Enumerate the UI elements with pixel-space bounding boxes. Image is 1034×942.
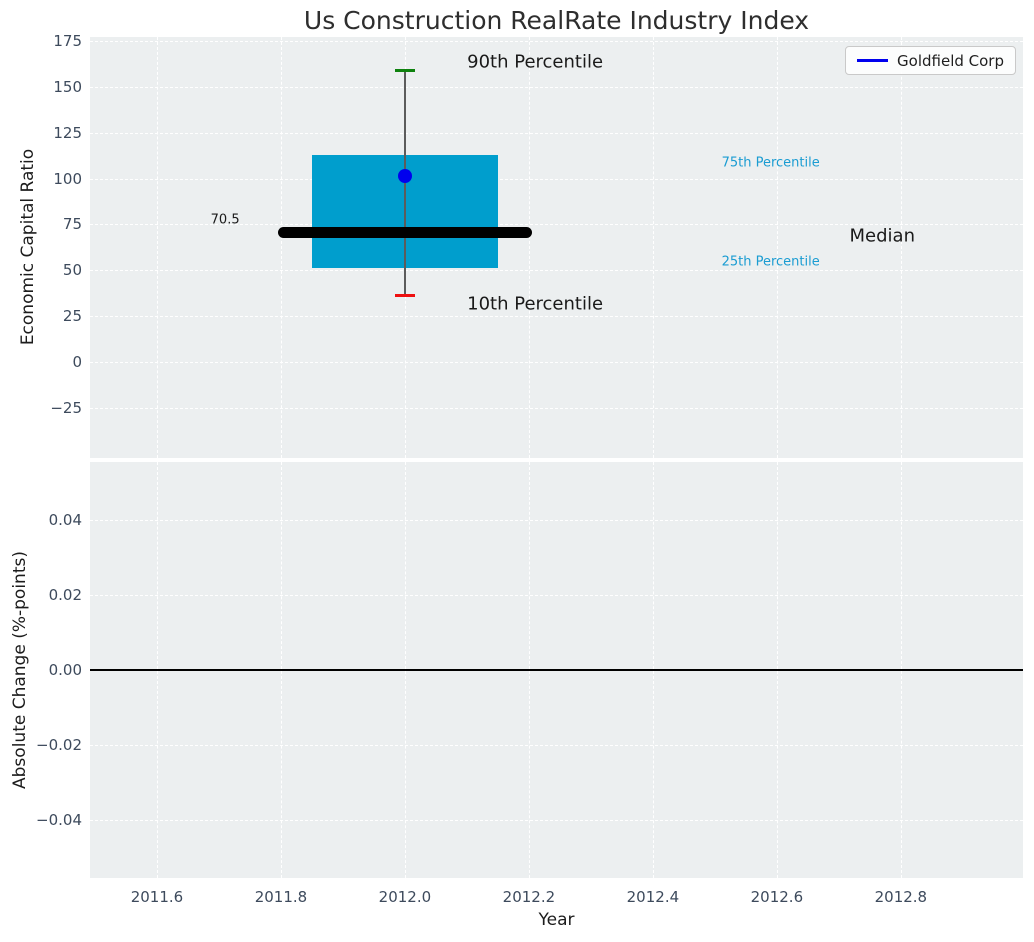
y-tick-label-125: 125	[53, 123, 82, 142]
gridline-vertical-2011-8	[280, 37, 282, 458]
y-tick-label-0-02: 0.02	[48, 586, 82, 605]
gridline-vertical-2012-2	[528, 37, 530, 458]
chart-title: Us Construction RealRate Industry Index	[303, 6, 810, 35]
gridline-horizontal-0-02	[90, 595, 1023, 597]
median-line	[277, 227, 532, 239]
gridline-horizontal-25	[90, 316, 1023, 318]
annotation-75th-percentile: 75th Percentile	[721, 155, 820, 171]
y-tick-label-0-02: −0.02	[36, 735, 82, 754]
gridline-horizontal-0-04	[90, 520, 1023, 522]
y-tick-label-50: 50	[62, 261, 82, 280]
y-tick-label-25: −25	[50, 398, 82, 417]
x-tick-label-2011-6: 2011.6	[130, 888, 184, 906]
x-tick-label-2012-6: 2012.6	[750, 888, 804, 906]
gridline-horizontal-175	[90, 41, 1023, 43]
gridline-horizontal-0-02	[90, 744, 1023, 746]
x-tick-label-2011-8: 2011.8	[254, 888, 308, 906]
y-tick-label-0-04: 0.04	[48, 511, 82, 530]
gridline-horizontal-50	[90, 270, 1023, 272]
whisker-cap-90th	[394, 69, 416, 73]
y-tick-label-0-00: 0.00	[48, 661, 82, 679]
legend-label: Goldfield Corp	[897, 51, 1004, 70]
gridline-vertical-2012-6	[776, 37, 778, 458]
gridline-vertical-2011-6	[156, 37, 158, 458]
gridline-horizontal-100	[90, 178, 1023, 180]
y-tick-label-175: 175	[53, 32, 82, 51]
gridline-horizontal-25	[90, 407, 1023, 409]
top-axes-economic-capital-ratio: 90th Percentile 10th Percentile 75th Perce…	[90, 37, 1023, 458]
gridline-horizontal-0-04	[90, 819, 1023, 821]
gridline-vertical-2012-4	[652, 37, 654, 458]
company-dot	[397, 169, 412, 184]
legend: Goldfield Corp	[845, 46, 1016, 75]
gridline-horizontal-125	[90, 132, 1023, 134]
annotation-median: Median	[849, 225, 916, 247]
annotation-90th-percentile: 90th Percentile	[467, 51, 604, 73]
bottom-axes-absolute-change	[90, 462, 1023, 878]
legend-line-icon	[857, 59, 889, 62]
gridline-horizontal-0	[90, 362, 1023, 364]
x-axis-label: Year	[538, 910, 575, 930]
annotation-10th-percentile: 10th Percentile	[467, 293, 604, 315]
annotation-25th-percentile: 25th Percentile	[721, 254, 820, 270]
gridline-vertical-2012-8	[900, 37, 902, 458]
whisker-cap-10th	[394, 293, 416, 297]
x-tick-label-2012-8: 2012.8	[874, 888, 928, 906]
y-tick-label-25: 25	[62, 307, 82, 326]
y-tick-label-75: 75	[62, 215, 82, 234]
annotation-70-5: 70.5	[210, 212, 240, 228]
x-tick-label-2012-4: 2012.4	[626, 888, 680, 906]
zero-line	[90, 669, 1023, 671]
x-tick-label-2012-2: 2012.2	[502, 888, 556, 906]
y-tick-label-150: 150	[53, 77, 82, 96]
gridline-horizontal-150	[90, 86, 1023, 88]
gridline-horizontal-75	[90, 224, 1023, 226]
x-tick-label-2012-0: 2012.0	[378, 888, 432, 906]
y-tick-label-100: 100	[53, 169, 82, 188]
y-tick-label-0: 0	[72, 353, 82, 372]
y-tick-label-0-04: −0.04	[36, 810, 82, 829]
